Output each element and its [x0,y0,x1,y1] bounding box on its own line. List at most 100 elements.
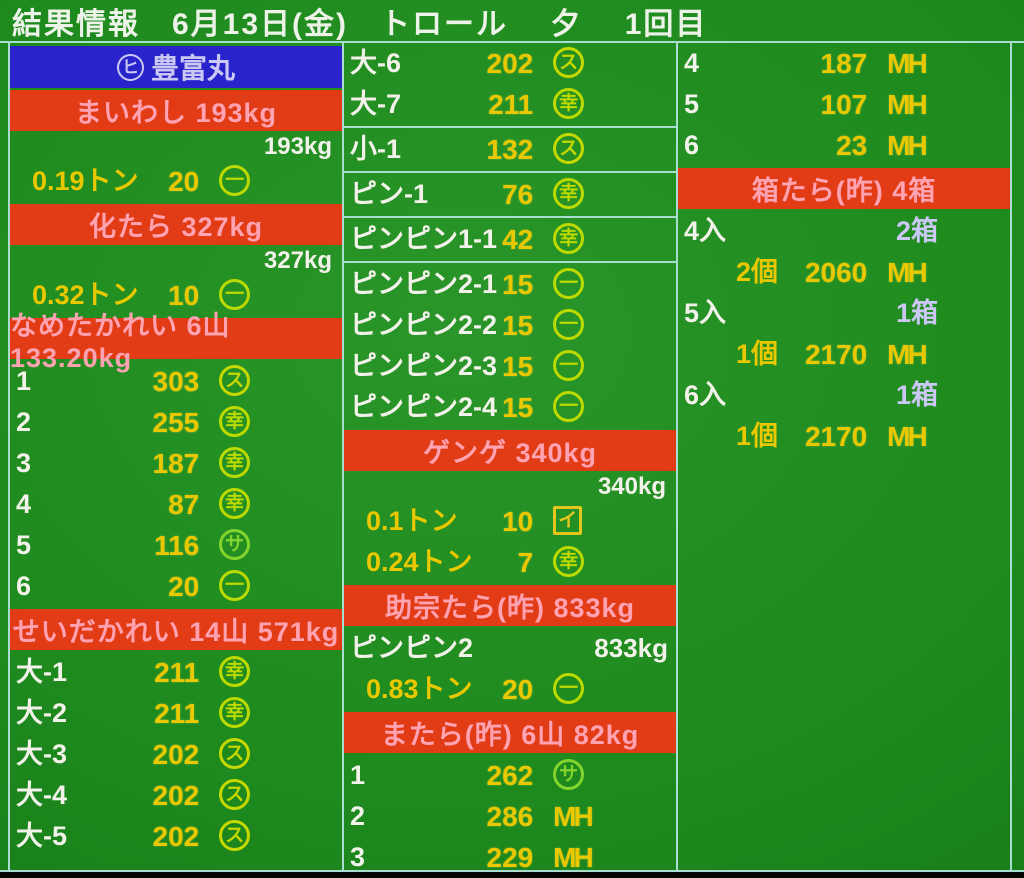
lot-label: 0.83トン [366,674,473,704]
weight-note: 193kg [263,133,332,160]
price-value: 211 [154,698,200,729]
buyer-mark-icon: 幸 [219,447,251,478]
buyer-mark-icon: ス [219,779,251,810]
price-value: 187 [152,448,200,479]
lot-label: 6 [16,571,32,601]
lot-label: 大-5 [16,821,68,851]
lot-rows: 1 262 サ 2 286 MH 3 229 MH [344,755,676,870]
lot-rows: 小-1 132 ス [344,129,676,170]
lot-label: 0.24トン [366,547,473,577]
lot-label: 2 [16,407,32,437]
lot-row: 2個 2060 MH [678,252,1010,293]
bottom-black-strip [0,872,1024,878]
lot-label: 2 [350,801,366,831]
price-value: 10 [502,506,534,537]
lot-row: 1個 2170 MH [678,334,1010,375]
lot-label: 1個 [736,339,779,369]
box-count: 2箱 [895,216,938,246]
lot-label: 6入 [684,380,727,410]
price-value: 42 [502,224,534,255]
lot-label: 大-7 [350,89,402,119]
price-value: 107 [820,89,868,120]
price-value: 10 [168,280,200,311]
price-value: 2170 [804,339,868,370]
weight-note: 327kg [263,247,332,274]
price-value: 255 [152,407,200,438]
buyer-mark-icon: 幸 [219,697,251,728]
price-value: 7 [517,547,534,578]
lot-row: 6 23 MH [678,125,1010,166]
lot-row: ピンピン2-2 15 一 [344,305,676,346]
buyer-mark-icon: 幸 [219,656,251,687]
lot-label: 2個 [736,257,779,287]
buyer-mark-icon: 幸 [553,178,585,209]
lot-label: 1個 [736,421,779,451]
divider [344,171,676,173]
lot-row: 6入 1箱 [678,375,1010,416]
box-count: 1箱 [895,380,938,410]
buyer-mark-icon: 幸 [219,406,251,437]
lot-rows: 0.32トン 10 一 [10,275,342,316]
lot-row: ピンピン2-1 15 一 [344,264,676,305]
lot-row: 4入 2箱 [678,211,1010,252]
lot-label: 5 [16,530,32,560]
price-value: 211 [154,657,200,688]
vessel-mark-icon: ヒ [116,53,144,81]
buyer-mark-icon: MH [887,256,928,288]
price-value: 132 [486,134,534,165]
buyer-mark-icon: MH [553,841,594,870]
lot-label: ピンピン1-1 [350,224,498,254]
price-value: 23 [836,130,868,161]
buyer-mark-icon: 幸 [219,488,251,519]
buyer-mark-icon: 一 [553,391,585,422]
buyer-mark-icon: 一 [553,350,585,381]
lot-rows: 0.1トン 10 イ 0.24トン 7 幸 [344,501,676,583]
buyer-mark-icon: 一 [553,268,585,299]
price-value: 211 [488,89,534,120]
lot-label: 3 [350,842,366,870]
buyer-mark-icon: ス [219,820,251,851]
lot-rows: 4入 2箱 2個 2060 MH 5入 1箱 1個 2170 MH 6入 1箱 1個 2170 MH [678,211,1010,457]
lot-label: ピンピン2 [350,633,474,663]
buyer-mark-icon: 幸 [553,546,585,577]
divider [344,216,676,218]
lot-rows: ピン-1 76 幸 [344,174,676,215]
price-value: 15 [502,269,534,300]
price-value: 187 [820,48,868,79]
price-value: 2170 [804,421,868,452]
section-header: ゲンゲ 340kg [344,430,676,471]
lot-label: 大-2 [16,698,68,728]
lot-label: ピンピン2-4 [350,392,498,422]
buyer-mark-icon: 一 [219,165,251,196]
section-header: せいだかれい 14山 571kg [10,609,342,650]
lot-row: 大-2 211 幸 [10,693,342,734]
lot-label: 4 [684,48,700,78]
lot-row: 大-6 202 ス [344,43,676,84]
lot-row: 0.1トン 10 イ [344,501,676,542]
buyer-mark-icon: 幸 [553,223,585,254]
lot-row: ピンピン2 833kg [344,628,676,669]
weight-note: 340kg [597,473,666,500]
buyer-mark-icon: ス [553,133,585,164]
price-value: 303 [152,366,200,397]
buyer-mark-icon: ス [219,738,251,769]
lot-row: 1 303 ス [10,361,342,402]
lot-label: 大-4 [16,780,68,810]
lot-label: 4入 [684,216,727,246]
price-value: 202 [486,48,534,79]
lot-label: 5入 [684,298,727,328]
buyer-mark-icon: MH [553,800,594,832]
lot-row: 5 107 MH [678,84,1010,125]
lot-label: 6 [684,130,700,160]
title-bar: 結果情報 6月13日(金) トロール 夕 1回目 [0,0,1024,41]
section-header: 箱たら(昨) 4箱 [678,168,1010,209]
buyer-mark-icon: MH [887,88,928,120]
lot-rows: 4 187 MH 5 107 MH 6 23 MH [678,43,1010,166]
vessel-name: 豊富丸 [150,53,235,84]
column-right: 4 187 MH 5 107 MH 6 23 MH 箱たら(昨) 4箱 4入 2箱 2個 2060 MH 5入… [676,43,1010,870]
lot-rows: 大-6 202 ス大-7 211 幸 [344,43,676,125]
price-value: 15 [502,310,534,341]
buyer-mark-icon: イ [553,506,583,535]
lot-row: 5 116 サ [10,525,342,566]
